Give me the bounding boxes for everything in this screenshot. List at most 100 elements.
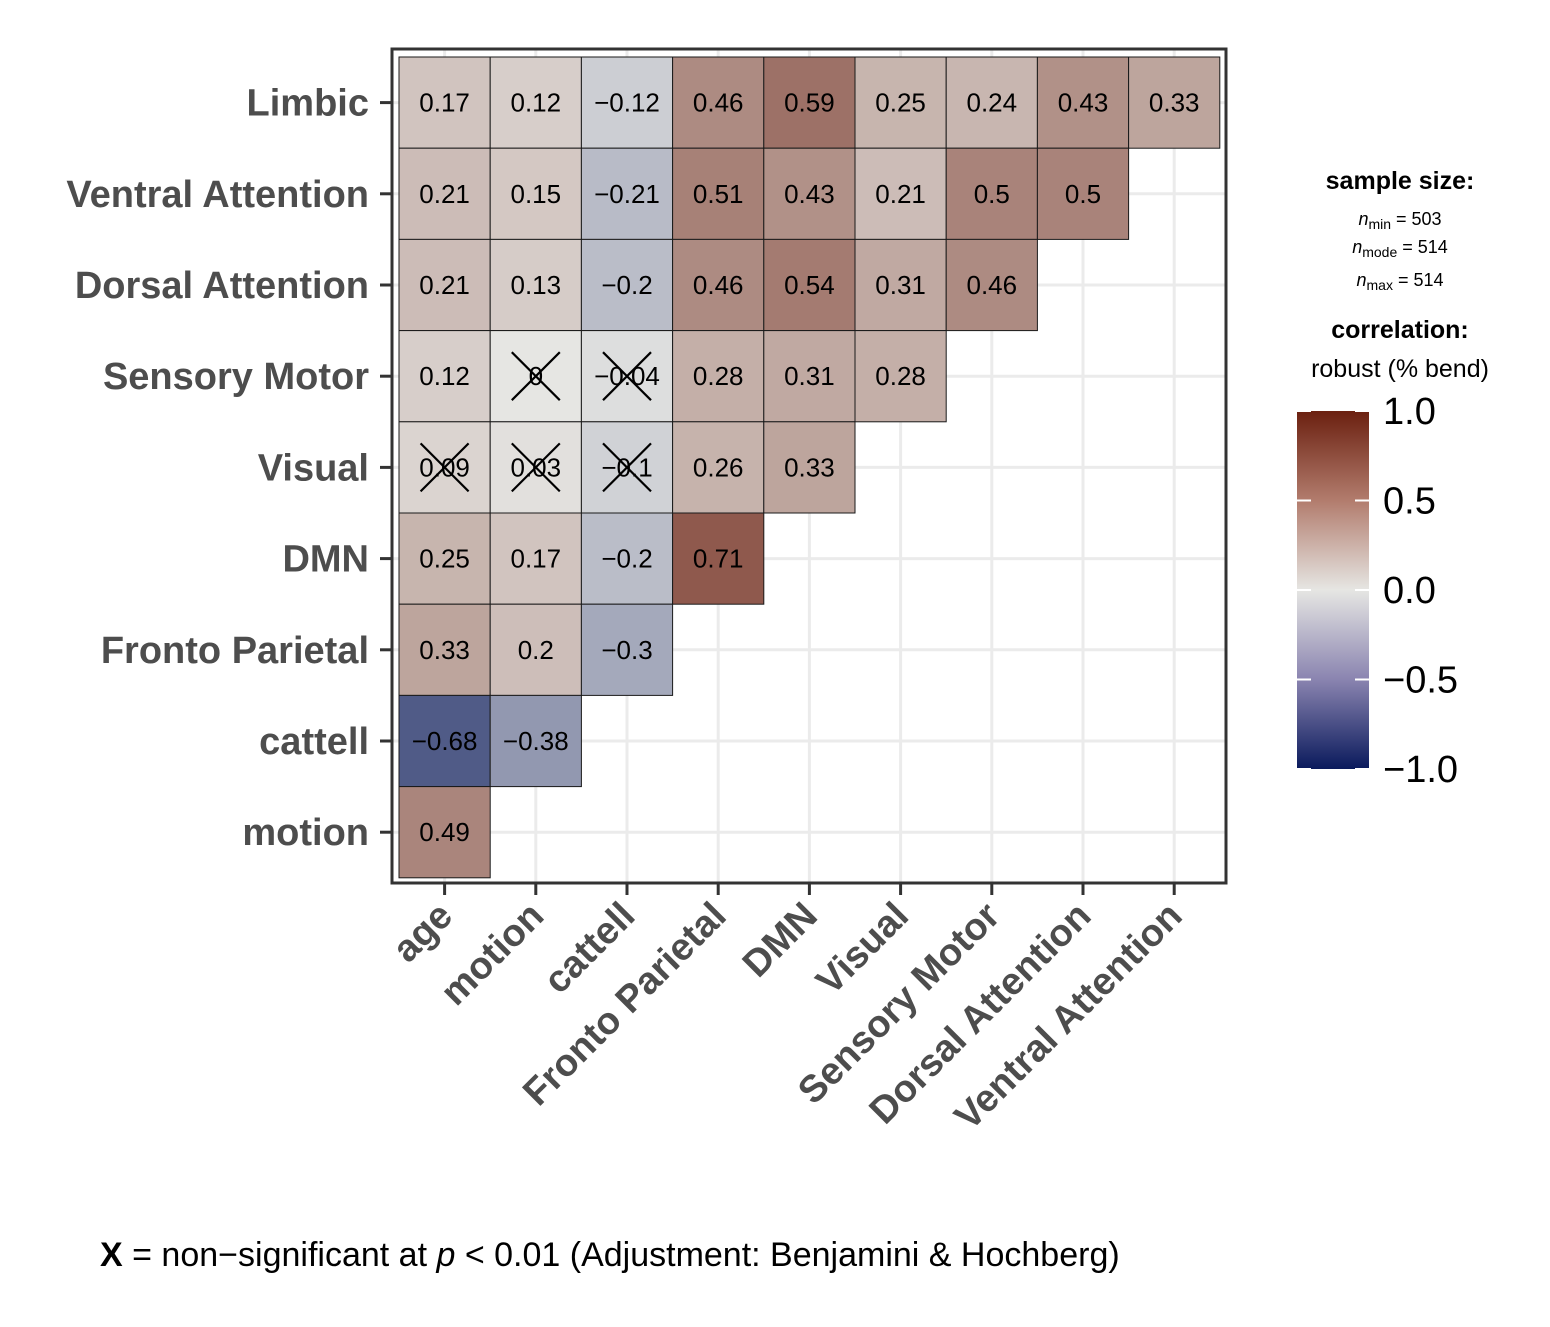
cell-rect [1036, 56, 1130, 149]
heatmap-cells: 0.17 0.12 −0.12 0.46 0.59 0.25 0.24 0.43 0.33 0.2… [398, 56, 1221, 879]
heatmap-cell-dmn-age: 0.25 [398, 512, 491, 605]
cell-rect [398, 694, 491, 788]
y-tick-label-fronto-parietal: Fronto Parietal [101, 630, 369, 672]
heatmap-cell-dorsal-attention-fronto-parietal: 0.46 [672, 238, 765, 332]
cell-label: 0.5 [974, 179, 1010, 209]
cell-rect [763, 147, 856, 240]
legend-n-min: nmin = 503 [1358, 209, 1441, 232]
heatmap-cell-cattell-motion: −0.38 [489, 694, 582, 788]
heatmap-cell-dmn-fronto-parietal: 0.71 [672, 512, 765, 605]
legend-tick-label: −0.5 [1383, 660, 1458, 702]
cell-label: 0.28 [875, 361, 926, 391]
cell-label: 0.28 [693, 361, 744, 391]
nonsignificant-cross [511, 442, 561, 493]
cell-rect [672, 56, 765, 149]
y-axis: motion cattell Fronto Parietal DMN Visual Sen… [66, 83, 392, 854]
heatmap-cell-fronto-parietal-cattell: −0.3 [580, 603, 674, 696]
cell-label: 0.2 [518, 635, 554, 665]
cell-label: 0.43 [1058, 88, 1109, 118]
cell-label: 0.12 [510, 88, 561, 118]
cell-rect [854, 147, 947, 240]
heatmap-cell-ventral-attention-fronto-parietal: 0.51 [672, 147, 765, 240]
heatmap-cell-dorsal-attention-cattell: −0.2 [580, 238, 674, 332]
x-tick-label-motion: motion [433, 895, 552, 1014]
heatmap-cell-visual-fronto-parietal: 0.26 [672, 421, 765, 514]
heatmap-cell-limbic-dorsal-attention: 0.43 [1036, 56, 1130, 149]
cell-label: −0.38 [503, 726, 569, 756]
cell-rect [945, 56, 1038, 149]
cell-label: 0.21 [419, 179, 470, 209]
nonsignificant-cross [602, 442, 652, 493]
caption-text-1: = non−significant at [122, 1236, 437, 1274]
legend: sample size: nmin = 503 nmode = 514 nmax… [1297, 167, 1489, 791]
cell-rect [580, 512, 674, 605]
legend-correlation-subtitle: robust (% bend) [1311, 355, 1489, 383]
y-tick-label-motion: motion [242, 812, 369, 854]
legend-tick-label: 1.0 [1383, 391, 1436, 433]
y-tick-label-visual: Visual [258, 447, 369, 489]
cell-label: 0.51 [693, 179, 744, 209]
heatmap-cell-cattell-age: −0.68 [398, 694, 491, 788]
cell-label: 0.33 [419, 635, 470, 665]
y-tick-label-dmn: DMN [282, 539, 369, 581]
heatmap-cell-visual-dmn: 0.33 [763, 421, 856, 514]
cell-rect [398, 603, 491, 696]
cell-rect [398, 786, 491, 879]
legend-tick-label: −1.0 [1383, 749, 1458, 791]
cell-rect [489, 694, 582, 788]
cell-rect [763, 330, 856, 423]
cell-rect [672, 330, 765, 423]
heatmap-cell-dorsal-attention-dmn: 0.54 [763, 238, 856, 332]
legend-correlation-title: correlation: [1331, 316, 1469, 344]
cell-label: −0.3 [601, 635, 652, 665]
y-tick-label-dorsal-attention: Dorsal Attention [75, 265, 369, 307]
heatmap-cell-limbic-age: 0.17 [398, 56, 491, 149]
caption-marker: X [100, 1236, 123, 1274]
cell-label: 0.21 [419, 270, 470, 300]
heatmap-cell-ventral-attention-motion: 0.15 [489, 147, 582, 240]
cell-label: 0.17 [419, 88, 470, 118]
cell-rect [489, 512, 582, 605]
cell-label: −0.21 [594, 179, 660, 209]
nonsignificant-cross [419, 442, 470, 493]
heatmap-cell-ventral-attention-cattell: −0.21 [580, 147, 674, 240]
cell-label: 0.25 [419, 544, 470, 574]
legend-n-mode: nmode = 514 [1352, 237, 1448, 260]
cell-rect [763, 56, 856, 149]
nonsignificant-cross [511, 351, 561, 401]
cell-rect [489, 238, 582, 332]
cell-label: 0.54 [784, 270, 835, 300]
heatmap-cell-ventral-attention-sensory-motor: 0.5 [945, 147, 1038, 240]
cell-rect [580, 603, 674, 696]
heatmap-cell-fronto-parietal-motion: 0.2 [489, 603, 582, 696]
heatmap-cell-dmn-cattell: −0.2 [580, 512, 674, 605]
y-tick-label-ventral-attention: Ventral Attention [66, 174, 369, 216]
cell-label: 0.31 [875, 270, 926, 300]
heatmap-cell-limbic-motion: 0.12 [489, 56, 582, 149]
cell-label: −0.12 [594, 88, 660, 118]
cell-rect [489, 603, 582, 696]
legend-tick-label: 0.5 [1383, 481, 1436, 523]
heatmap-cell-dorsal-attention-motion: 0.13 [489, 238, 582, 332]
caption-text-2: < 0.01 (Adjustment: Benjamini & Hochberg… [455, 1236, 1120, 1274]
heatmap-cell-dorsal-attention-sensory-motor: 0.46 [945, 238, 1038, 332]
cell-rect [489, 421, 582, 514]
cell-label: 0.49 [419, 817, 470, 847]
caption-p-symbol: p [436, 1236, 456, 1274]
cell-label: 0.59 [784, 88, 835, 118]
x-tick-label-age: age [385, 895, 461, 971]
heatmap-cell-sensory-motor-visual: 0.28 [854, 330, 947, 423]
heatmap-cell-motion-age: 0.49 [398, 786, 491, 879]
cell-label: 0.33 [784, 452, 835, 482]
legend-tick-label: 0.0 [1383, 570, 1436, 612]
heatmap-cell-sensory-motor-age: 0.12 [398, 330, 491, 423]
cell-rect [672, 512, 765, 605]
cell-rect [580, 56, 674, 149]
cell-rect [1128, 56, 1221, 149]
cell-label: 0.5 [1065, 179, 1101, 209]
y-tick-label-sensory-motor: Sensory Motor [103, 356, 369, 398]
cell-label: −0.68 [412, 726, 478, 756]
heatmap-cell-fronto-parietal-age: 0.33 [398, 603, 491, 696]
heatmap-cell-sensory-motor-dmn: 0.31 [763, 330, 856, 423]
heatmap-cell-sensory-motor-fronto-parietal: 0.28 [672, 330, 765, 423]
